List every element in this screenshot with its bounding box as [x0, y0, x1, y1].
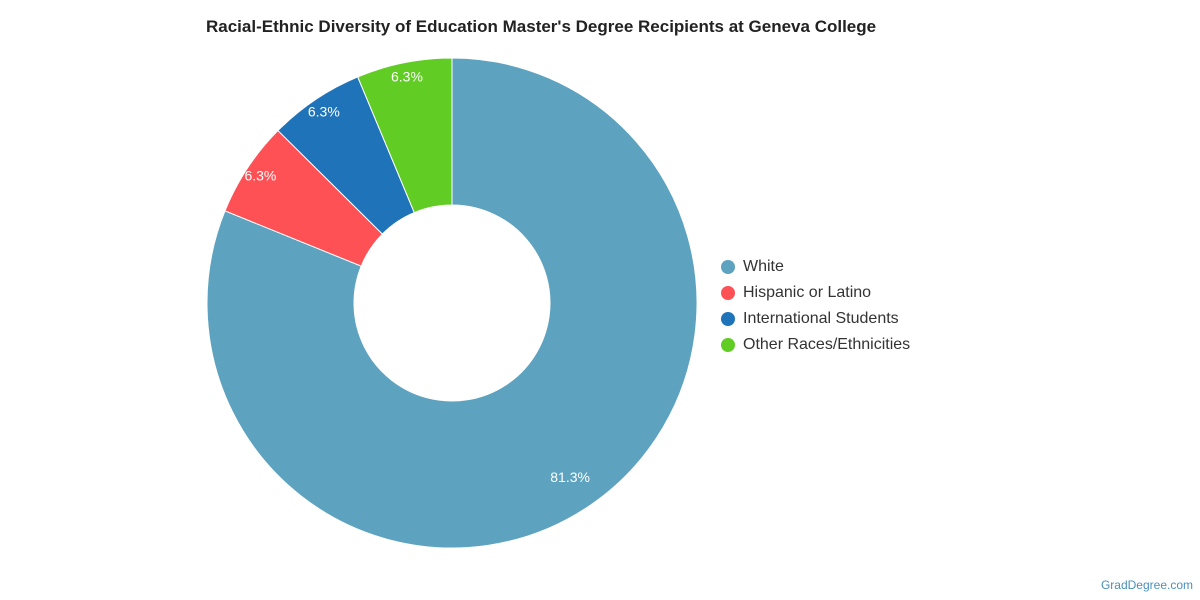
- legend-swatch-icon: [721, 286, 735, 300]
- pie-slice-white[interactable]: [206, 57, 698, 549]
- legend-label: Other Races/Ethnicities: [743, 336, 911, 353]
- legend-label: International Students: [743, 310, 899, 327]
- watermark-text: GradDegree.com: [1100, 578, 1193, 592]
- slice-label-hispanic-or-latino: 6.3%: [244, 167, 276, 183]
- legend-label: Hispanic or Latino: [743, 284, 872, 301]
- legend-label: White: [743, 258, 784, 275]
- legend-swatch-icon: [721, 312, 735, 326]
- legend-item-international-students[interactable]: International Students: [721, 306, 910, 332]
- slice-label-white: 81.3%: [550, 469, 590, 485]
- legend-swatch-icon: [721, 260, 735, 274]
- legend-swatch-icon: [721, 338, 735, 352]
- slice-label-international-students: 6.3%: [308, 103, 340, 119]
- chart-legend: White Hispanic or Latino International Stu…: [721, 254, 910, 358]
- legend-item-white[interactable]: White: [721, 254, 910, 280]
- chart-title: Racial-Ethnic Diversity of Education Mas…: [206, 17, 877, 36]
- legend-item-hispanic-or-latino[interactable]: Hispanic or Latino: [721, 280, 910, 306]
- legend-item-other-races-ethnicities[interactable]: Other Races/Ethnicities: [721, 332, 910, 358]
- pie-slice-other-races-ethnicities[interactable]: [357, 57, 453, 214]
- slice-label-other-races-ethnicities: 6.3%: [391, 69, 423, 85]
